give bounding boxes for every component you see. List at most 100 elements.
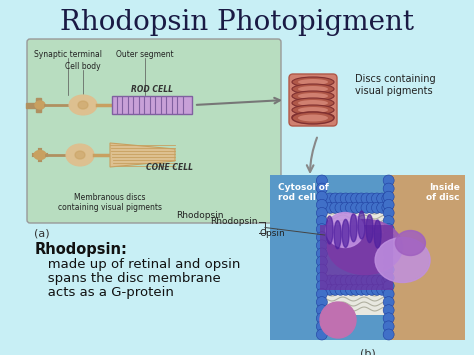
Circle shape: [325, 284, 336, 295]
Circle shape: [383, 240, 394, 251]
Circle shape: [372, 275, 383, 286]
Circle shape: [316, 215, 328, 226]
Text: (b): (b): [360, 348, 375, 355]
Ellipse shape: [298, 107, 328, 113]
Circle shape: [351, 284, 362, 295]
Circle shape: [325, 275, 336, 286]
Circle shape: [383, 207, 394, 218]
Circle shape: [356, 275, 367, 286]
Polygon shape: [110, 143, 175, 167]
Text: Cell body: Cell body: [65, 62, 101, 71]
Ellipse shape: [350, 214, 357, 242]
Circle shape: [366, 202, 377, 213]
Circle shape: [356, 202, 367, 213]
Circle shape: [383, 313, 394, 324]
Circle shape: [383, 199, 394, 210]
Text: CONE CELL: CONE CELL: [146, 163, 193, 172]
Ellipse shape: [34, 151, 46, 159]
Text: spans the disc membrane: spans the disc membrane: [35, 272, 221, 285]
Circle shape: [316, 207, 328, 218]
Ellipse shape: [75, 151, 85, 159]
Ellipse shape: [298, 93, 328, 99]
Circle shape: [351, 275, 362, 286]
Circle shape: [346, 275, 356, 286]
Circle shape: [382, 275, 393, 286]
Circle shape: [383, 175, 394, 186]
Circle shape: [377, 202, 388, 213]
Circle shape: [383, 305, 394, 316]
Circle shape: [356, 193, 367, 204]
Text: made up of retinal and opsin: made up of retinal and opsin: [35, 258, 240, 271]
Circle shape: [346, 202, 356, 213]
Circle shape: [316, 175, 328, 186]
Circle shape: [383, 183, 394, 194]
Circle shape: [316, 224, 328, 235]
Circle shape: [330, 275, 341, 286]
Circle shape: [316, 183, 328, 194]
Ellipse shape: [366, 215, 373, 242]
Ellipse shape: [342, 219, 349, 247]
Circle shape: [383, 289, 394, 300]
Circle shape: [383, 272, 394, 283]
Ellipse shape: [328, 219, 402, 274]
Circle shape: [377, 284, 388, 295]
Circle shape: [316, 321, 328, 332]
Circle shape: [316, 289, 328, 300]
Circle shape: [361, 202, 372, 213]
Circle shape: [383, 256, 394, 267]
Ellipse shape: [298, 79, 328, 85]
Text: acts as a G-protein: acts as a G-protein: [35, 286, 174, 299]
Circle shape: [335, 275, 346, 286]
Circle shape: [366, 275, 377, 286]
Circle shape: [330, 193, 341, 204]
Circle shape: [383, 232, 394, 243]
Circle shape: [316, 305, 328, 316]
Ellipse shape: [298, 100, 328, 106]
Bar: [112, 96, 192, 114]
Bar: [325, 287, 393, 315]
Circle shape: [316, 199, 328, 210]
Ellipse shape: [292, 105, 334, 115]
Circle shape: [383, 280, 394, 291]
Circle shape: [356, 284, 367, 295]
Ellipse shape: [298, 114, 328, 120]
Ellipse shape: [66, 144, 94, 166]
Circle shape: [372, 202, 383, 213]
Text: Rhodopsin Photopigment: Rhodopsin Photopigment: [60, 9, 414, 36]
Bar: [387, 175, 465, 340]
Circle shape: [335, 193, 346, 204]
Bar: [270, 175, 387, 340]
Circle shape: [366, 284, 377, 295]
Bar: [325, 205, 393, 233]
Circle shape: [316, 264, 328, 275]
Circle shape: [335, 202, 346, 213]
Circle shape: [316, 191, 328, 202]
Ellipse shape: [292, 91, 334, 101]
Circle shape: [351, 202, 362, 213]
Ellipse shape: [326, 213, 364, 247]
Circle shape: [340, 193, 351, 204]
Text: Synaptic terminal: Synaptic terminal: [34, 50, 102, 59]
Ellipse shape: [292, 112, 334, 124]
Circle shape: [361, 193, 372, 204]
Bar: [36, 98, 41, 112]
Circle shape: [351, 193, 362, 204]
Circle shape: [316, 280, 328, 291]
Circle shape: [382, 284, 393, 295]
Circle shape: [361, 275, 372, 286]
Text: Inside
of disc: Inside of disc: [427, 183, 460, 202]
Text: Cytosol of
rod cell: Cytosol of rod cell: [278, 183, 329, 202]
Circle shape: [383, 329, 394, 340]
Text: Outer segment: Outer segment: [116, 50, 174, 59]
Circle shape: [316, 329, 328, 340]
Circle shape: [330, 202, 341, 213]
Circle shape: [316, 272, 328, 283]
Text: (a): (a): [34, 228, 50, 238]
Circle shape: [340, 202, 351, 213]
FancyBboxPatch shape: [27, 39, 281, 223]
Circle shape: [325, 202, 336, 213]
Circle shape: [383, 264, 394, 275]
Text: Opsin: Opsin: [260, 229, 286, 237]
Circle shape: [372, 284, 383, 295]
Circle shape: [330, 284, 341, 295]
